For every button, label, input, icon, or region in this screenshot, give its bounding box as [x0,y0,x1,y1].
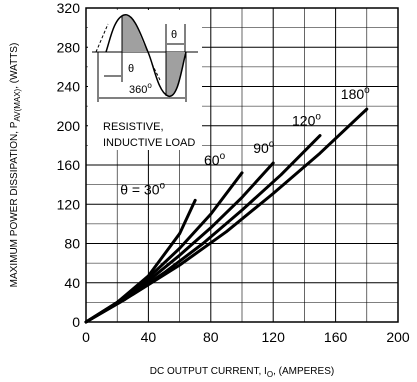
curve-series-1 [84,171,244,324]
inset-theta-top: θ [171,29,177,41]
curve-label-3: 120o [292,112,321,129]
curves [84,107,369,324]
y-tick-label: 40 [64,275,80,291]
x-tick-label: 80 [203,329,219,345]
curve-label-1: 60o [204,151,226,168]
x-tick-label: 40 [141,329,157,345]
inset-negative-lobe-shaded [166,52,185,97]
y-axis-label: MAXIMUM POWER DISSIPATION, PAV(MAX), (WA… [9,43,22,288]
inset-positive-lobe [105,14,149,53]
x-tick-label: 120 [262,329,286,345]
inset-theta-left: θ [128,63,134,75]
curve-label-4: 180o [341,85,370,102]
curve-series-4 [84,107,369,324]
inset-background [88,10,202,150]
x-tick-label: 200 [386,329,410,345]
y-tick-label: 160 [57,157,81,173]
x-tick-label: 160 [324,329,348,345]
x-axis-label: DC OUTPUT CURRENT, IO, (AMPERES) [150,366,334,379]
x-tick-label: 0 [82,329,90,345]
inset-load-line2: INDUCTIVE LOAD [103,137,195,149]
curve-series-3 [84,134,322,324]
y-tick-label: 80 [64,236,80,252]
y-tick-label: 320 [57,0,81,16]
plot-frame [85,7,399,323]
y-tick-label: 240 [57,79,81,95]
curve-label-2: 90o [253,139,275,156]
inset-dashed-trail [151,63,161,81]
inset-period: 360o [129,81,152,96]
curve-label-0: θ = 30o [120,180,165,197]
y-tick-label: 120 [57,196,81,212]
curve-labels: θ = 30o 60o 90o 120o 180o [120,85,370,197]
tick-labels: 0 40 80 120 160 200 0 40 80 120 160 200 240 280 320 [57,0,410,345]
waveform-inset: θ θ 360o RESISTIVE, INDUCTIVE LOAD [88,10,202,150]
inset-load-line1: RESISTIVE, [103,121,164,133]
y-tick-label: 280 [57,39,81,55]
inset-positive-lobe-shaded [122,15,148,52]
y-tick-label: 0 [72,314,80,330]
inset-dashed-lead [95,23,109,53]
y-tick-label: 200 [57,118,81,134]
